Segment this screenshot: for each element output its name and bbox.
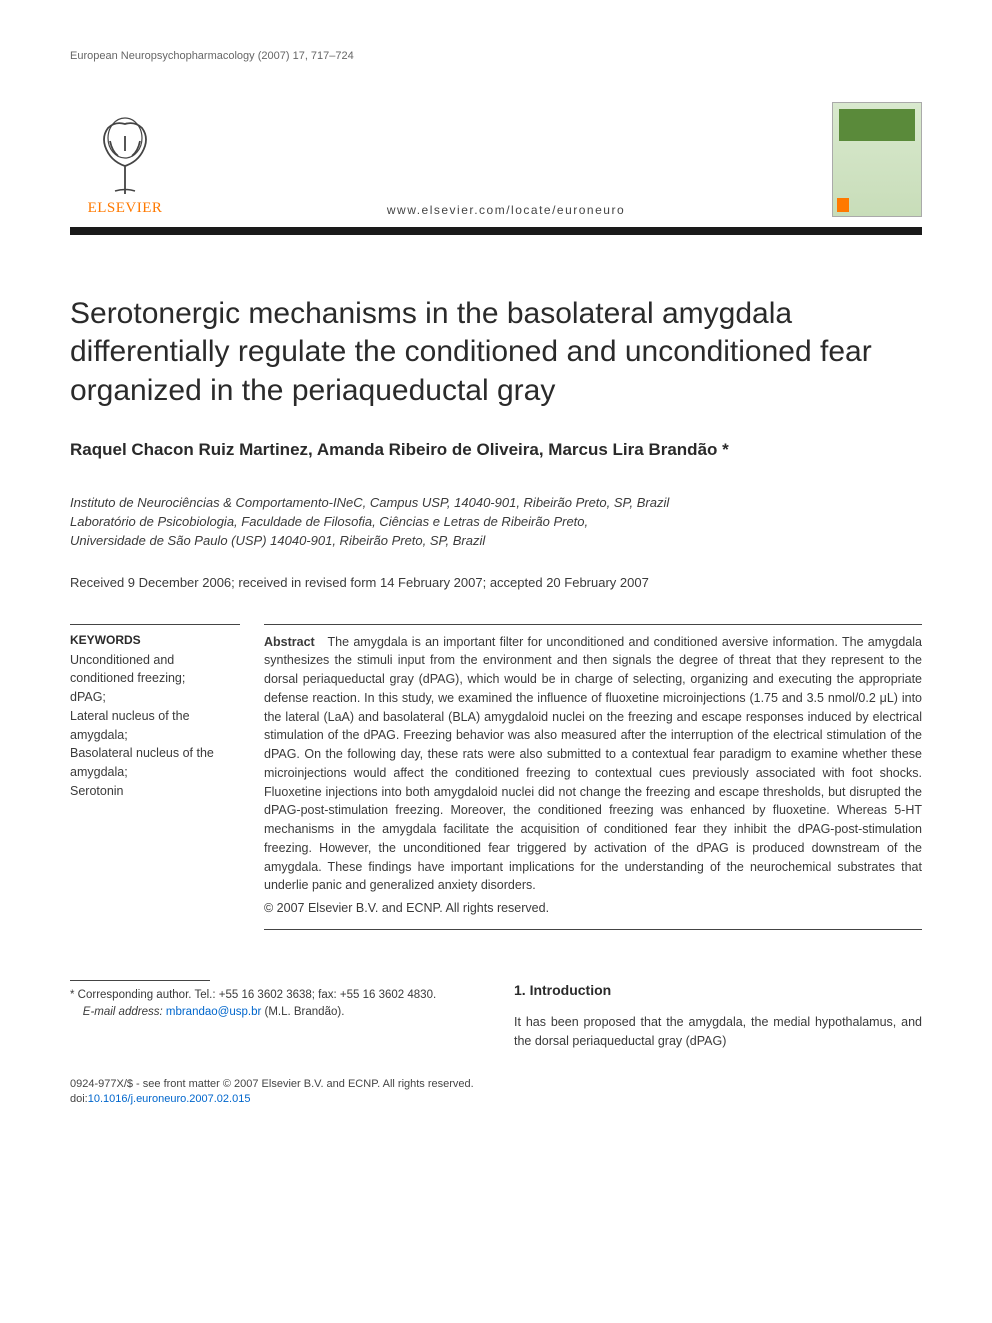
abstract-body: The amygdala is an important filter for … <box>264 635 922 893</box>
keywords-list: Unconditioned and conditioned freezing;d… <box>70 651 240 801</box>
corresponding-footnote: * Corresponding author. Tel.: +55 16 360… <box>70 987 478 1020</box>
journal-url[interactable]: www.elsevier.com/locate/euroneuro <box>180 203 832 217</box>
email-link[interactable]: mbrandao@usp.br <box>166 1006 261 1018</box>
email-label: E-mail address: <box>83 1006 163 1018</box>
running-head: European Neuropsychopharmacology (2007) … <box>70 50 922 62</box>
abstract-copyright: © 2007 Elsevier B.V. and ECNP. All right… <box>264 901 922 915</box>
doi-line: doi:10.1016/j.euroneuro.2007.02.015 <box>70 1092 922 1107</box>
journal-cover-thumbnail <box>832 102 922 217</box>
affiliations: Instituto de Neurociências & Comportamen… <box>70 494 922 551</box>
footnote-rule <box>70 980 210 981</box>
keywords-column: KEYWORDS Unconditioned and conditioned f… <box>70 624 240 931</box>
intro-heading: 1. Introduction <box>514 980 922 1001</box>
article-title: Serotonergic mechanisms in the basolater… <box>70 295 922 410</box>
article-dates: Received 9 December 2006; received in re… <box>70 575 922 590</box>
doi-label: doi: <box>70 1093 88 1105</box>
doi-link[interactable]: 10.1016/j.euroneuro.2007.02.015 <box>88 1093 251 1105</box>
abstract-block: KEYWORDS Unconditioned and conditioned f… <box>70 624 922 931</box>
issn-line: 0924-977X/$ - see front matter © 2007 El… <box>70 1077 922 1092</box>
abstract-label: Abstract <box>264 635 315 649</box>
footer-block: 0924-977X/$ - see front matter © 2007 El… <box>70 1077 922 1108</box>
email-line: E-mail address: mbrandao@usp.br (M.L. Br… <box>70 1004 478 1021</box>
journal-header: ELSEVIER www.elsevier.com/locate/euroneu… <box>70 102 922 217</box>
abstract-text: Abstract The amygdala is an important fi… <box>264 633 922 896</box>
authors: Raquel Chacon Ruiz Martinez, Amanda Ribe… <box>70 438 922 462</box>
header-rule <box>70 227 922 235</box>
publisher-name: ELSEVIER <box>88 200 163 217</box>
corresponding-author-line: * Corresponding author. Tel.: +55 16 360… <box>70 987 478 1004</box>
intro-text: It has been proposed that the amygdala, … <box>514 1013 922 1051</box>
keywords-heading: KEYWORDS <box>70 633 240 647</box>
email-person: (M.L. Brandão). <box>265 1006 345 1018</box>
right-column: 1. Introduction It has been proposed tha… <box>514 980 922 1051</box>
elsevier-tree-icon <box>90 116 160 196</box>
left-column: * Corresponding author. Tel.: +55 16 360… <box>70 980 478 1051</box>
abstract-column: Abstract The amygdala is an important fi… <box>264 624 922 931</box>
bottom-two-column: * Corresponding author. Tel.: +55 16 360… <box>70 980 922 1051</box>
publisher-block: ELSEVIER <box>70 116 180 217</box>
